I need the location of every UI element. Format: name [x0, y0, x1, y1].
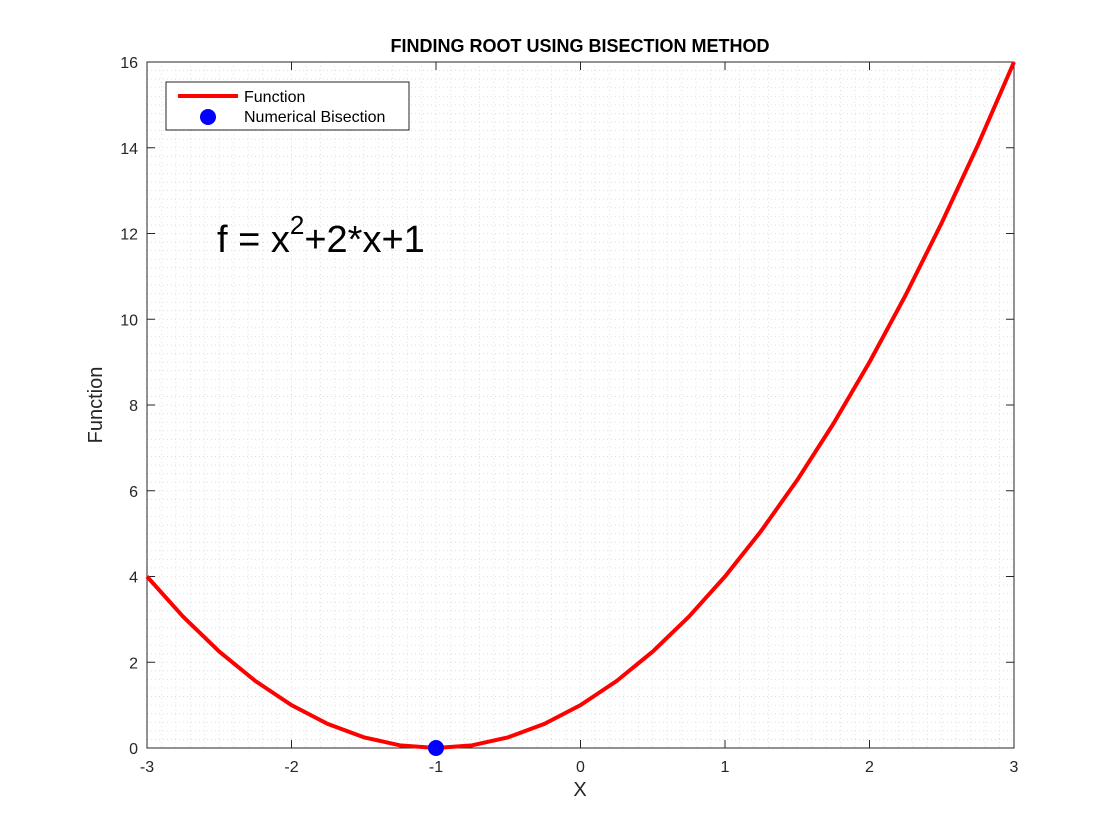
chart-title: FINDING ROOT USING BISECTION METHOD: [390, 36, 769, 56]
y-axis-label: Function: [85, 367, 107, 444]
x-tick-label: -1: [429, 759, 443, 776]
legend-marker-bisection: [200, 109, 216, 125]
equation-annotation: f = x2+2*x+1: [217, 210, 425, 261]
series: [145, 61, 1016, 756]
equation-rest: +2*x+1: [304, 219, 424, 261]
x-tick-label: 1: [721, 759, 730, 776]
equation-superscript: 2: [290, 210, 304, 240]
x-tick-label: 0: [576, 759, 585, 776]
x-tick-label: -3: [140, 759, 154, 776]
y-tick-label: 6: [129, 484, 138, 501]
y-tick-label: 2: [129, 655, 138, 672]
y-tick-label: 14: [120, 141, 138, 158]
legend-label-bisection: Numerical Bisection: [244, 109, 385, 126]
x-tick-label: 2: [865, 759, 874, 776]
y-tick-label: 0: [129, 741, 138, 758]
legend: Function Numerical Bisection: [165, 81, 410, 131]
bisection-root-point: [428, 740, 444, 756]
legend-label-function: Function: [244, 89, 305, 106]
x-axis-label: X: [573, 779, 586, 801]
y-tick-labels: 0 2 4 6 8 10 12 14 16: [120, 55, 138, 758]
y-tick-label: 16: [120, 55, 138, 72]
y-tick-label: 8: [129, 398, 138, 415]
y-tick-label: 12: [120, 227, 138, 244]
function-curve: [145, 61, 1016, 750]
x-tick-labels: -3 -2 -1 0 1 2 3: [140, 759, 1019, 776]
y-tick-label: 10: [120, 312, 138, 329]
x-tick-label: 3: [1010, 759, 1019, 776]
x-tick-label: -2: [284, 759, 298, 776]
equation-base: f = x: [217, 219, 290, 261]
y-tick-label: 4: [129, 570, 138, 587]
axes-box: [146, 61, 1015, 749]
